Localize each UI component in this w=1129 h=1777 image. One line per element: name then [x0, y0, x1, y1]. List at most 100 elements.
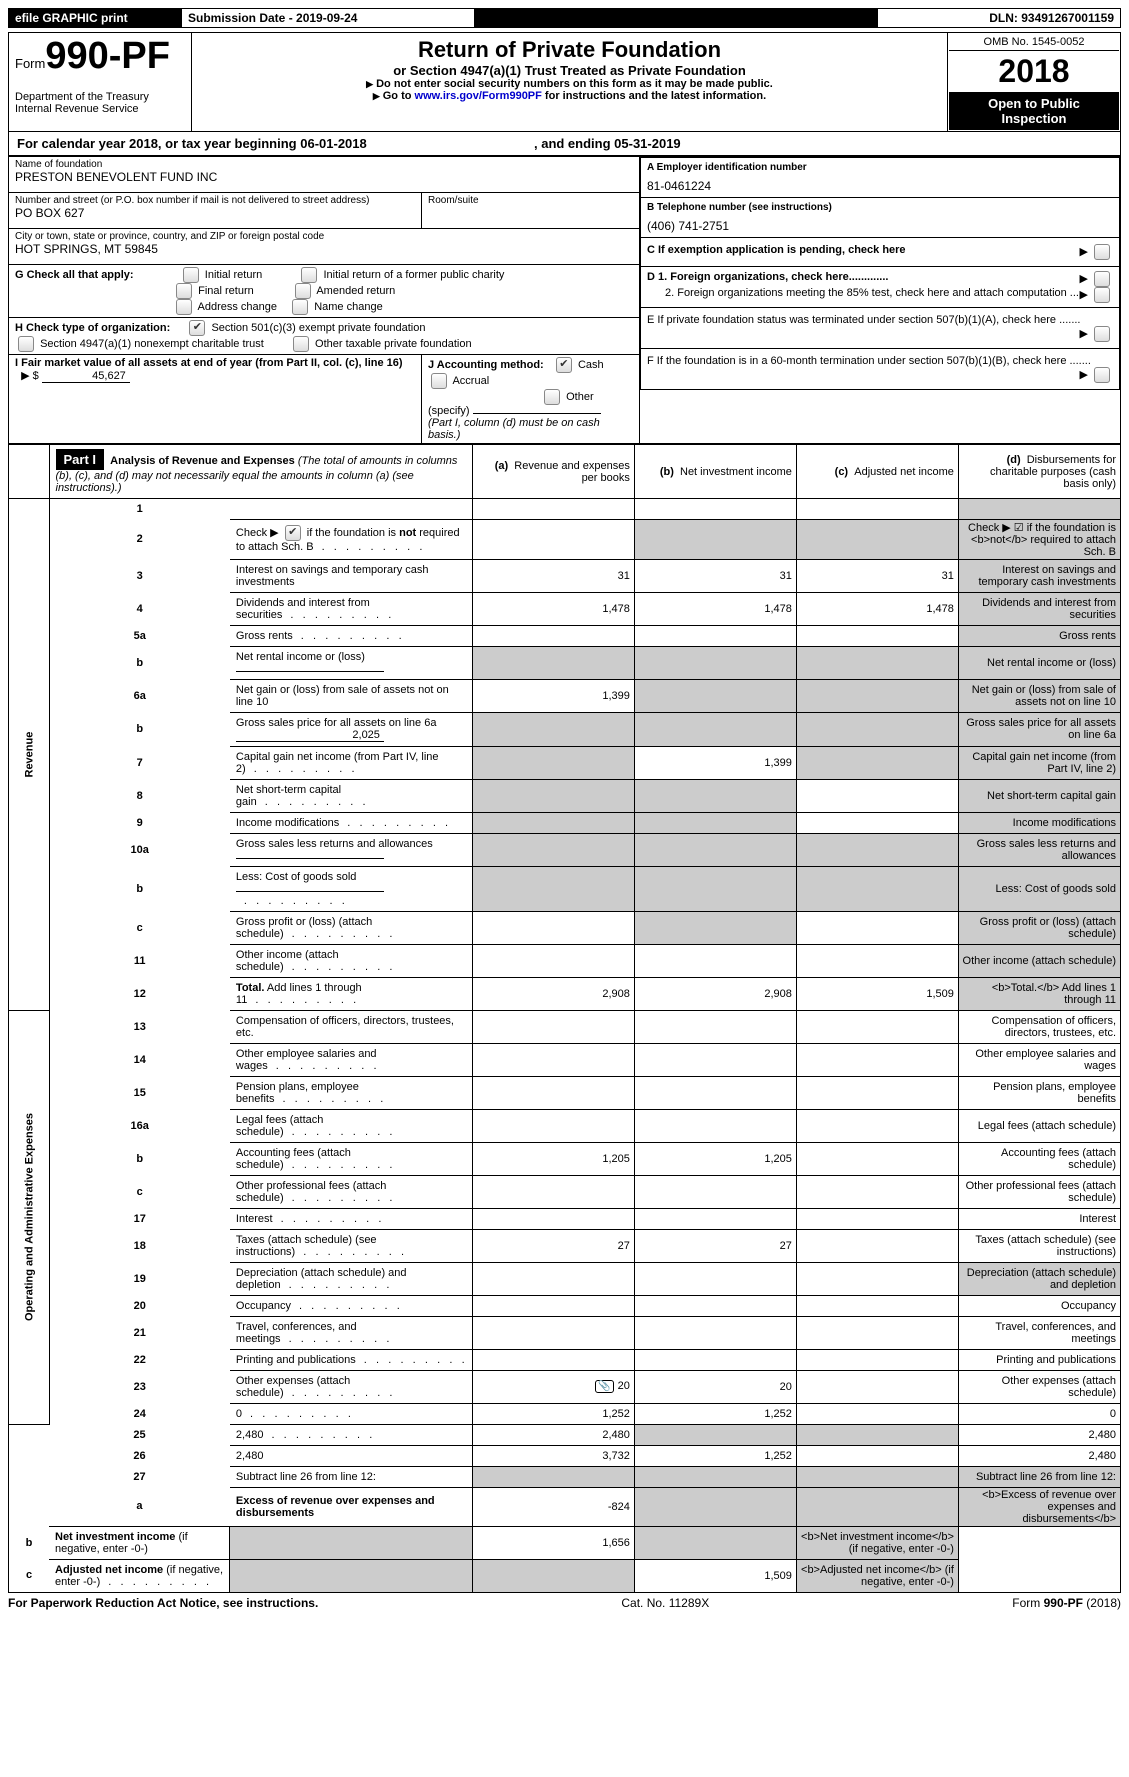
omb-number: OMB No. 1545-0052 — [949, 34, 1119, 51]
entity-info: Name of foundation PRESTON BENEVOLENT FU… — [8, 156, 1121, 444]
cell-c — [796, 1316, 958, 1349]
line-num: 4 — [49, 592, 230, 625]
line-num: 20 — [49, 1295, 230, 1316]
line-desc: Other income (attach schedule) — [230, 944, 472, 977]
cell-c — [796, 1076, 958, 1109]
cell-c: 31 — [796, 559, 958, 592]
line-desc — [230, 499, 472, 520]
line-num: 22 — [49, 1349, 230, 1370]
cell-b: 1,399 — [634, 746, 796, 779]
line-num: b — [49, 1142, 230, 1175]
checkbox-cash[interactable] — [556, 357, 572, 373]
cell-a — [472, 746, 634, 779]
cell-a — [472, 1349, 634, 1370]
line-num: b — [49, 712, 230, 746]
cell-a — [472, 625, 634, 646]
checkbox-name-change[interactable] — [292, 299, 308, 315]
line-num: 27 — [49, 1466, 230, 1487]
line-desc: Gross sales less returns and allowances — [230, 833, 472, 866]
cell-c: 1,509 — [634, 1559, 796, 1592]
part1-label: Part I — [56, 449, 105, 470]
line-num: 14 — [49, 1043, 230, 1076]
cell-b — [634, 1466, 796, 1487]
line-desc: Gross sales price for all assets on line… — [230, 712, 472, 746]
cell-a — [472, 1175, 634, 1208]
cell-b — [634, 1424, 796, 1445]
cell-d: Taxes (attach schedule) (see instruction… — [958, 1229, 1120, 1262]
cell-a: 1,252 — [472, 1403, 634, 1424]
cell-b — [634, 1208, 796, 1229]
line-desc: Printing and publications — [230, 1349, 472, 1370]
line-num: 6a — [49, 679, 230, 712]
cell-c — [796, 911, 958, 944]
line-num: 10a — [49, 833, 230, 866]
cell-c — [796, 1142, 958, 1175]
checkbox-f[interactable] — [1094, 367, 1110, 383]
cell-b — [634, 1010, 796, 1043]
cell-c — [796, 1175, 958, 1208]
cell-a: 27 — [472, 1229, 634, 1262]
line-num: 11 — [49, 944, 230, 977]
line-desc: Accounting fees (attach schedule) — [230, 1142, 472, 1175]
cell-d: 2,480 — [958, 1445, 1120, 1466]
line-num: 26 — [49, 1445, 230, 1466]
instructions-link[interactable]: www.irs.gov/Form990PF — [415, 90, 542, 102]
cell-b — [634, 499, 796, 520]
form-title: Return of Private Foundation — [200, 37, 939, 63]
expenses-side-label: Operating and Administrative Expenses — [9, 1010, 50, 1424]
cell-a — [472, 1316, 634, 1349]
cell-c — [796, 712, 958, 746]
page-footer: For Paperwork Reduction Act Notice, see … — [8, 1596, 1121, 1610]
cell-c — [796, 1424, 958, 1445]
checkbox-d2[interactable] — [1094, 287, 1110, 303]
checkbox-d1[interactable] — [1094, 271, 1110, 287]
cell-c — [796, 1208, 958, 1229]
cell-c — [796, 1109, 958, 1142]
checkbox-accrual[interactable] — [431, 373, 447, 389]
cell-a — [472, 1043, 634, 1076]
line-desc: Travel, conferences, and meetings — [230, 1316, 472, 1349]
checkbox-other-method[interactable] — [544, 389, 560, 405]
checkbox-address-change[interactable] — [176, 299, 192, 315]
checkbox-initial-return[interactable] — [183, 267, 199, 283]
line-desc: Other expenses (attach schedule) — [230, 1370, 472, 1403]
cell-a — [472, 1466, 634, 1487]
attachment-icon[interactable]: 📎 — [595, 1380, 613, 1393]
cell-b: 1,478 — [634, 592, 796, 625]
line-num: 12 — [49, 977, 230, 1010]
checkbox-4947[interactable] — [18, 336, 34, 352]
checkbox-final-return[interactable] — [176, 283, 192, 299]
cell-a — [472, 833, 634, 866]
cell-a — [472, 1109, 634, 1142]
foundation-name: PRESTON BENEVOLENT FUND INC — [15, 170, 633, 184]
line-num: 19 — [49, 1262, 230, 1295]
checkbox-c[interactable] — [1094, 244, 1110, 260]
line-num: c — [49, 1175, 230, 1208]
line-desc: Dividends and interest from securities — [230, 592, 472, 625]
cell-c — [796, 679, 958, 712]
cell-d: Subtract line 26 from line 12: — [958, 1466, 1120, 1487]
checkbox-e[interactable] — [1094, 326, 1110, 342]
cell-d: Travel, conferences, and meetings — [958, 1316, 1120, 1349]
cell-d: Gross sales price for all assets on line… — [958, 712, 1120, 746]
cell-c — [796, 833, 958, 866]
checkbox-initial-former[interactable] — [301, 267, 317, 283]
cell-c — [796, 1403, 958, 1424]
cell-a: 1,205 — [472, 1142, 634, 1175]
cell-d: Capital gain net income (from Part IV, l… — [958, 746, 1120, 779]
checkbox-other-taxable[interactable] — [293, 336, 309, 352]
revenue-side-label: Revenue — [9, 499, 50, 1011]
checkbox-no-schb[interactable] — [285, 525, 301, 541]
cell-b — [634, 1487, 796, 1526]
cell-d: Less: Cost of goods sold — [958, 866, 1120, 911]
submission-date: Submission Date - 2019-09-24 — [182, 9, 475, 28]
line-num: 15 — [49, 1076, 230, 1109]
line-num: 16a — [49, 1109, 230, 1142]
checkbox-501c3[interactable] — [189, 320, 205, 336]
cell-d: 2,480 — [958, 1424, 1120, 1445]
checkbox-amended[interactable] — [295, 283, 311, 299]
line-num: 3 — [49, 559, 230, 592]
cell-d: Other employee salaries and wages — [958, 1043, 1120, 1076]
cell-b: 27 — [634, 1229, 796, 1262]
line-desc: Other professional fees (attach schedule… — [230, 1175, 472, 1208]
